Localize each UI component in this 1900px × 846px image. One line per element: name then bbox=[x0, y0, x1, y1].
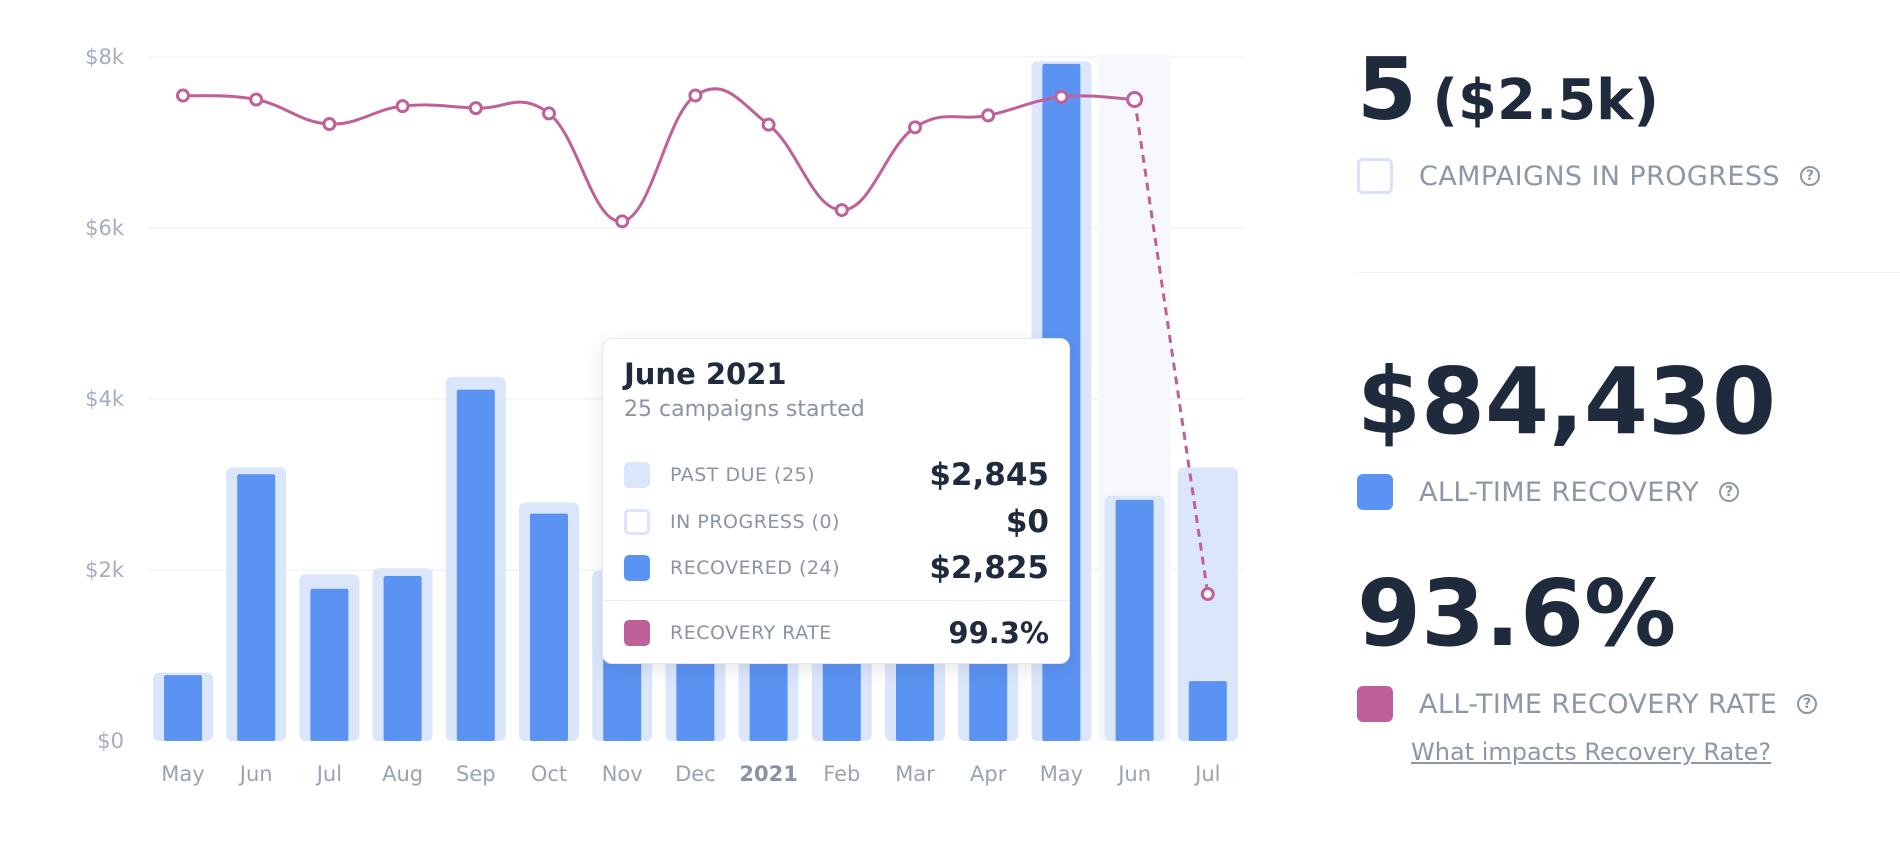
tooltip-row-label: RECOVERED (24) bbox=[670, 557, 840, 579]
tooltip-row-past-due: PAST DUE (25) $2,845 bbox=[624, 457, 1049, 493]
bar-recovered bbox=[1115, 499, 1154, 741]
tooltip-subtitle: 25 campaigns started bbox=[624, 397, 865, 422]
recovery-rate-line bbox=[176, 87, 1215, 602]
tooltip-row-recovery-rate: RECOVERY RATE 99.3% bbox=[624, 616, 1049, 650]
y-axis-ticks: $0 $2k $4k $6k $8k bbox=[85, 45, 125, 753]
rate-point bbox=[1126, 91, 1144, 109]
rate-point bbox=[1054, 89, 1069, 104]
all-time-recovery-value: $84,430 bbox=[1357, 348, 1777, 455]
rate-point bbox=[176, 88, 190, 103]
rate-line-solid bbox=[182, 87, 1135, 223]
tooltip-row-label: PAST DUE (25) bbox=[670, 464, 816, 486]
x-tick-label: 2021 bbox=[739, 762, 797, 786]
x-tick-label: May bbox=[1040, 762, 1083, 786]
in-progress-swatch bbox=[1357, 158, 1393, 194]
question-circle-icon[interactable]: ? bbox=[1797, 694, 1818, 714]
x-tick-label: Oct bbox=[531, 762, 567, 786]
tooltip-row-value: 99.3% bbox=[948, 616, 1049, 650]
y-tick-label: $4k bbox=[85, 387, 125, 411]
x-tick-label: Nov bbox=[602, 762, 643, 786]
in-progress-stat: 5 ($2.5k) bbox=[1357, 40, 1659, 140]
chart-tooltip: June 2021 25 campaigns started PAST DUE … bbox=[602, 338, 1070, 664]
y-tick-label: $2k bbox=[85, 558, 125, 582]
question-circle-icon[interactable]: ? bbox=[1719, 482, 1740, 502]
stats-divider bbox=[1357, 272, 1900, 273]
all-time-rate-value: 93.6% bbox=[1357, 560, 1677, 667]
bar-recovered bbox=[237, 474, 276, 741]
chart-bars bbox=[153, 55, 1238, 741]
tooltip-row-label: RECOVERY RATE bbox=[670, 622, 832, 644]
in-progress-amount: ($2.5k) bbox=[1432, 68, 1660, 133]
rate-point bbox=[615, 214, 630, 229]
rate-point bbox=[322, 117, 337, 132]
bar-recovered bbox=[164, 675, 202, 741]
x-tick-label: Sep bbox=[456, 762, 496, 786]
tooltip-row-value: $2,825 bbox=[929, 550, 1049, 586]
all-time-recovery-label: ALL-TIME RECOVERY bbox=[1419, 476, 1700, 508]
bar-recovered bbox=[530, 513, 568, 741]
x-tick-label: Jul bbox=[315, 762, 342, 786]
y-tick-label: $0 bbox=[97, 729, 124, 753]
x-axis-ticks: May Jun Jul Aug Sep Oct Nov Dec 2021 Feb Mar Apr May… bbox=[161, 762, 1220, 786]
tooltip-title: June 2021 bbox=[624, 357, 787, 391]
bar-past-due bbox=[1177, 467, 1238, 741]
question-circle-icon[interactable]: ? bbox=[1799, 166, 1820, 186]
x-tick-label: Feb bbox=[823, 762, 860, 786]
past-due-swatch bbox=[624, 462, 650, 488]
tooltip-row-value: $2,845 bbox=[929, 457, 1049, 493]
x-tick-label: Aug bbox=[382, 762, 423, 786]
in-progress-count: 5 bbox=[1357, 40, 1417, 140]
tooltip-row-label: IN PROGRESS (0) bbox=[670, 511, 840, 533]
recovered-swatch bbox=[624, 555, 650, 581]
bar-recovered bbox=[383, 575, 422, 741]
x-tick-label: Jun bbox=[238, 762, 273, 786]
x-tick-label: Apr bbox=[970, 762, 1007, 786]
in-progress-label: CAMPAIGNS IN PROGRESS bbox=[1419, 160, 1780, 192]
recovered-swatch bbox=[1357, 474, 1393, 510]
tooltip-row-in-progress: IN PROGRESS (0) $0 bbox=[624, 504, 1049, 540]
rate-point bbox=[761, 117, 776, 132]
rate-point bbox=[542, 106, 556, 121]
x-tick-label: Jun bbox=[1116, 762, 1151, 786]
x-tick-label: Dec bbox=[675, 762, 716, 786]
rate-point bbox=[834, 203, 849, 218]
x-tick-label: Jul bbox=[1193, 762, 1220, 786]
y-tick-label: $6k bbox=[85, 216, 125, 240]
y-tick-label: $8k bbox=[85, 45, 125, 69]
rate-point bbox=[688, 88, 703, 103]
recovery-rate-help-link[interactable]: What impacts Recovery Rate? bbox=[1411, 738, 1772, 766]
rate-point bbox=[981, 108, 996, 123]
rate-point bbox=[249, 92, 264, 107]
recovery-label-row: ALL-TIME RECOVERY ? bbox=[1357, 474, 1740, 510]
x-tick-label: May bbox=[161, 762, 204, 786]
rate-label-row: ALL-TIME RECOVERY RATE ? bbox=[1357, 686, 1818, 722]
rate-point bbox=[908, 120, 922, 135]
in-progress-swatch bbox=[624, 509, 650, 535]
bar-recovered bbox=[1188, 681, 1227, 741]
rate-point bbox=[468, 101, 483, 116]
tooltip-row-value: $0 bbox=[1005, 504, 1049, 540]
bar-recovered bbox=[310, 588, 349, 741]
tooltip-divider bbox=[603, 600, 1069, 601]
rate-point bbox=[395, 99, 410, 114]
rate-point bbox=[1200, 587, 1215, 602]
rate-swatch bbox=[1357, 686, 1393, 722]
bar-recovered bbox=[456, 389, 495, 741]
x-tick-label: Mar bbox=[895, 762, 935, 786]
rate-swatch bbox=[624, 620, 650, 646]
all-time-rate-label: ALL-TIME RECOVERY RATE bbox=[1419, 688, 1778, 720]
tooltip-row-recovered: RECOVERED (24) $2,825 bbox=[624, 550, 1049, 586]
in-progress-label-row: CAMPAIGNS IN PROGRESS ? bbox=[1357, 158, 1820, 194]
